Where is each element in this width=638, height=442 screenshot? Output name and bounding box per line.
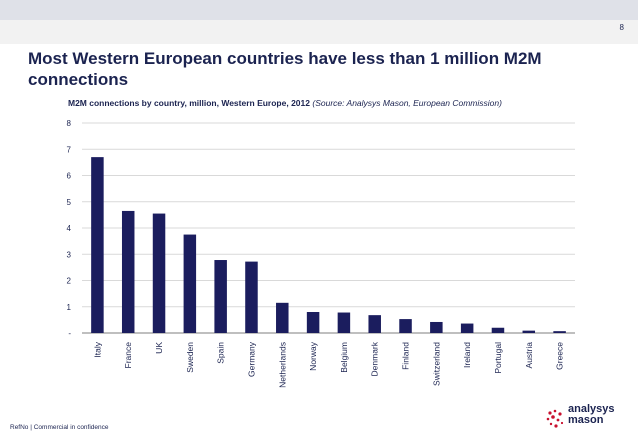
bar-uk bbox=[152, 213, 166, 333]
y-tick-label: 4 bbox=[67, 224, 72, 233]
bar-spain bbox=[214, 260, 227, 333]
x-tick-label: Switzerland bbox=[431, 342, 441, 386]
y-tick-label: 7 bbox=[67, 145, 72, 154]
x-tick-label: Sweden bbox=[185, 342, 195, 373]
x-tick-label: Belgium bbox=[339, 342, 349, 373]
bar-france bbox=[121, 210, 135, 333]
x-tick-label: Portugal bbox=[493, 342, 503, 374]
bar-netherlands bbox=[276, 302, 289, 333]
x-tick-label: Finland bbox=[401, 342, 411, 370]
x-tick-label: UK bbox=[154, 342, 164, 354]
y-tick-label: 3 bbox=[67, 250, 72, 259]
x-tick-label: Ireland bbox=[462, 342, 472, 368]
logo-mark-icon bbox=[546, 409, 564, 428]
y-tick-label: 6 bbox=[67, 172, 72, 181]
x-tick-label: Spain bbox=[216, 342, 226, 364]
y-tick-label: 8 bbox=[67, 119, 72, 128]
y-tick-label: - bbox=[68, 329, 71, 338]
bar-sweden bbox=[183, 234, 197, 333]
bar-finland bbox=[399, 319, 412, 333]
bar-austria bbox=[522, 330, 536, 333]
x-tick-label: Italy bbox=[92, 341, 102, 357]
bar-germany bbox=[245, 261, 258, 333]
chart-title-source: (Source: Analysys Mason, European Commis… bbox=[312, 98, 502, 108]
y-tick-label: 1 bbox=[67, 303, 72, 312]
bar-greece bbox=[553, 331, 566, 333]
top-bar bbox=[0, 0, 638, 44]
slide-title: Most Western European countries have les… bbox=[28, 49, 542, 89]
top-bar-accent bbox=[0, 0, 638, 20]
x-tick-label: Germany bbox=[246, 341, 256, 377]
x-tick-label: Austria bbox=[524, 342, 534, 369]
x-tick-label: France bbox=[123, 342, 133, 369]
logo-text-line2: mason bbox=[568, 414, 604, 426]
page-number: 8 bbox=[619, 23, 624, 32]
bar-norway bbox=[306, 312, 320, 333]
footer-text: RefNo | Commercial in confidence bbox=[10, 424, 109, 431]
x-tick-label: Netherlands bbox=[277, 342, 287, 388]
bar-portugal bbox=[491, 327, 505, 333]
chart-title: M2M connections by country, million, Wes… bbox=[68, 98, 502, 108]
y-tick-label: 5 bbox=[67, 198, 72, 207]
y-tick-label: 2 bbox=[67, 277, 72, 286]
x-tick-label: Greece bbox=[555, 342, 565, 370]
bar-denmark bbox=[368, 315, 381, 333]
company-logo: analysys mason bbox=[536, 404, 626, 436]
x-tick-label: Norway bbox=[308, 341, 318, 371]
x-tick-label: Denmark bbox=[370, 341, 380, 376]
bar-belgium bbox=[337, 312, 351, 333]
chart-title-main: M2M connections by country, million, Wes… bbox=[68, 98, 313, 108]
bar-switzerland bbox=[430, 321, 443, 333]
bar-italy bbox=[91, 157, 104, 333]
bar-ireland bbox=[460, 323, 474, 333]
logo-text-line1: analysys bbox=[568, 403, 615, 415]
